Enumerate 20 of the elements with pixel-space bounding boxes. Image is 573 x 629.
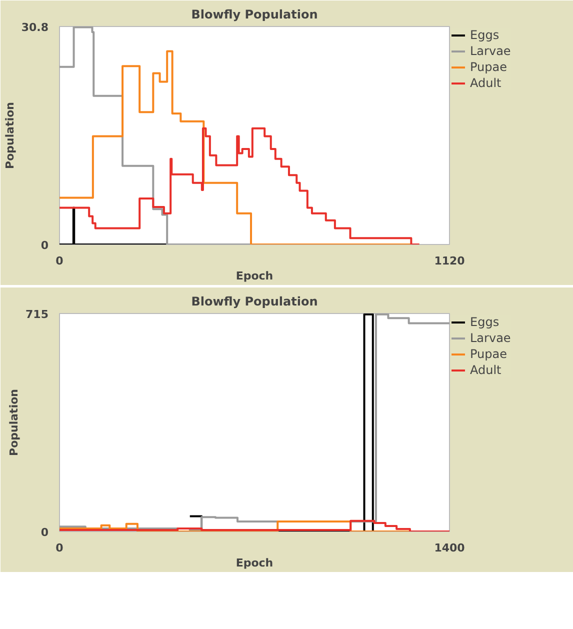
x-tick-label: 1120	[434, 254, 466, 268]
legend-label: Larvae	[470, 331, 511, 345]
legend-label: Eggs	[470, 28, 500, 42]
x-axis-title: Epoch	[236, 270, 274, 282]
y-axis-title: Population	[8, 389, 21, 456]
y-axis-title: Population	[3, 102, 16, 169]
legend-label: Adult	[470, 363, 502, 377]
y-tick-label: 30.8	[21, 21, 48, 34]
y-tick-label: 0	[40, 526, 49, 539]
legend-label: Larvae	[470, 44, 511, 58]
legend-label: Pupae	[470, 60, 507, 74]
chart-title: Blowfly Population	[191, 8, 318, 22]
y-tick-label: 715	[26, 308, 49, 321]
chart-title: Blowfly Population	[191, 294, 318, 308]
x-axis-title: Epoch	[236, 556, 274, 570]
legend-label: Eggs	[470, 315, 500, 329]
y-tick-label: 0	[40, 239, 49, 252]
legend-label: Adult	[470, 76, 502, 90]
legend-label: Pupae	[470, 347, 507, 361]
x-tick-label: 1400	[434, 542, 466, 554]
